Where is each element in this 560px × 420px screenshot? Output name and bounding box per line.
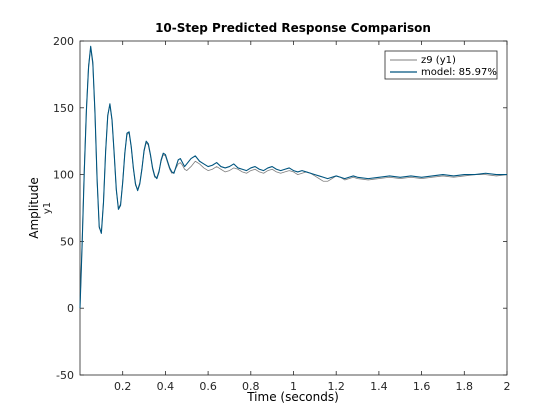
axis-ticks bbox=[80, 40, 508, 376]
x-tick-label: 2 bbox=[504, 380, 511, 393]
axis-tick-labels: 0.2 0.4 0.6 0.8 1 1.2 1.4 1.6 1.8 2 -50 0 50 100 150 20… bbox=[53, 35, 511, 393]
x-tick-label: 1 bbox=[290, 380, 297, 393]
legend-label-model: model: 85.97% bbox=[421, 67, 497, 78]
x-tick-label: 1.2 bbox=[327, 380, 345, 393]
x-tick-label: 1.4 bbox=[370, 380, 388, 393]
y-tick-label: 150 bbox=[53, 102, 74, 115]
chart-title: 10-Step Predicted Response Comparison bbox=[155, 21, 431, 35]
y-tick-label: 50 bbox=[60, 235, 74, 248]
x-axis-label: Time (seconds) bbox=[246, 390, 339, 404]
x-tick-label: 0.8 bbox=[242, 380, 260, 393]
x-tick-label: 0.6 bbox=[199, 380, 217, 393]
y-tick-label: 100 bbox=[53, 169, 74, 182]
y-tick-label: -50 bbox=[56, 369, 74, 382]
legend-box bbox=[384, 50, 498, 80]
x-tick-label: 1.8 bbox=[456, 380, 474, 393]
plot-area bbox=[79, 40, 508, 376]
legend-label-z9: z9 (y1) bbox=[421, 55, 456, 66]
series-line-model bbox=[79, 45, 507, 309]
x-tick-label: 0.2 bbox=[114, 380, 132, 393]
plot-lines bbox=[79, 45, 508, 309]
y-tick-label: 200 bbox=[53, 35, 74, 48]
x-tick-label: 1.6 bbox=[413, 380, 431, 393]
y-tick-label: 0 bbox=[67, 302, 74, 315]
y-axis-label: Amplitude bbox=[27, 177, 41, 239]
x-tick-label: 0.4 bbox=[157, 380, 175, 393]
legend: z9 (y1) model: 85.97% bbox=[384, 50, 498, 80]
y-axis-sublabel: y1 bbox=[42, 202, 53, 214]
